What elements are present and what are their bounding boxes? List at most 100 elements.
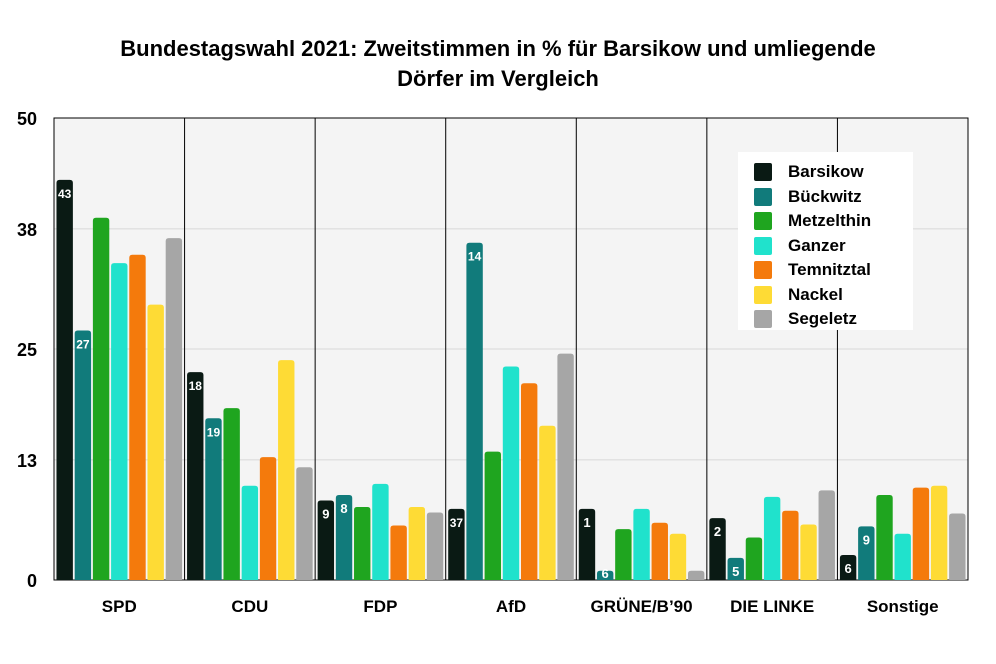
x-category-label-6: Sonstige	[867, 597, 939, 616]
bar-0-5	[709, 518, 726, 580]
x-category-label-3: AfD	[496, 597, 526, 616]
bar-6-6	[949, 513, 966, 580]
x-category-label-2: FDP	[363, 597, 397, 616]
bar-0-2	[317, 500, 335, 580]
bar-1-2	[335, 494, 353, 580]
x-category-label-5: DIE LINKE	[730, 597, 814, 616]
legend-item-5: Nackel	[754, 283, 913, 308]
legend-swatch-4	[754, 261, 772, 280]
bar-3-1	[241, 485, 259, 580]
data-label-0-4: 1	[583, 515, 590, 530]
bar-4-6	[912, 487, 930, 580]
bar-2-0	[92, 217, 110, 581]
legend-swatch-5	[754, 285, 772, 304]
bar-0-6	[839, 555, 857, 580]
bar-1-4	[596, 570, 614, 580]
bar-6-4	[687, 570, 705, 580]
y-tick-label-3: 38	[17, 220, 37, 240]
x-category-label-0: SPD	[102, 597, 137, 616]
bar-1-1	[205, 418, 222, 580]
legend-label-0: Barsikow	[788, 162, 864, 182]
bar-5-5	[800, 524, 817, 580]
data-label-1-0: 27	[76, 338, 90, 352]
legend: Barsikow Bückwitz Metzelthin Ganzer Temnitzt…	[738, 152, 913, 330]
data-label-1-3: 14	[468, 250, 482, 264]
bar-2-6	[876, 494, 893, 580]
data-label-1-6: 9	[863, 532, 870, 547]
data-label-1-5: 5	[732, 564, 739, 579]
bar-2-3	[484, 451, 501, 580]
legend-item-3: Ganzer	[754, 234, 913, 259]
legend-label-1: Bückwitz	[788, 186, 862, 206]
bar-1-5	[727, 557, 744, 580]
bar-2-5	[745, 537, 763, 580]
legend-item-2: Metzelthin	[754, 209, 913, 234]
data-label-1-2: 8	[340, 501, 347, 516]
chart-title-line-1: Bundestagswahl 2021: Zweitstimmen in % f…	[120, 36, 876, 61]
bar-4-3	[521, 383, 538, 580]
data-label-0-0: 43	[58, 187, 72, 201]
bar-5-0	[147, 304, 164, 580]
data-label-0-1: 18	[189, 379, 203, 393]
bar-4-5	[782, 510, 799, 580]
legend-swatch-3	[754, 236, 772, 255]
bar-2-1	[223, 408, 240, 580]
data-label-0-5: 2	[714, 524, 721, 539]
bar-5-1	[278, 360, 295, 580]
legend-item-6: Segeletz	[754, 307, 913, 332]
bar-1-0	[74, 330, 92, 580]
legend-swatch-6	[754, 310, 772, 329]
chart-title-line-2: Dörfer im Vergleich	[397, 66, 599, 91]
bar-6-1	[296, 467, 313, 580]
x-category-label-4: GRÜNE/B’90	[591, 597, 693, 616]
bar-1-3	[466, 242, 483, 581]
legend-label-6: Segeletz	[788, 309, 857, 329]
bar-5-6	[930, 485, 948, 580]
bar-3-0	[111, 263, 128, 580]
bar-3-5	[763, 496, 781, 580]
y-tick-label-0: 0	[27, 571, 37, 591]
legend-label-2: Metzelthin	[788, 211, 872, 231]
bar-4-2	[390, 525, 407, 580]
y-tick-label-1: 13	[17, 451, 37, 471]
bar-6-2	[426, 512, 444, 580]
bar-2-4	[615, 529, 632, 580]
y-tick-label-4: 50	[17, 109, 37, 129]
legend-label-5: Nackel	[788, 284, 843, 304]
bar-5-3	[539, 425, 556, 580]
legend-swatch-2	[754, 212, 772, 231]
y-tick-label-2: 25	[17, 340, 37, 360]
bar-3-2	[372, 483, 389, 580]
bar-3-6	[894, 533, 911, 580]
legend-item-4: Temnitztal	[754, 258, 913, 283]
bar-4-4	[651, 522, 668, 580]
bar-0-1	[187, 372, 204, 580]
bar-1-6	[858, 526, 875, 580]
bar-3-3	[502, 366, 520, 580]
data-label-0-2: 9	[322, 507, 329, 522]
legend-swatch-0	[754, 163, 772, 182]
bar-2-2	[354, 507, 371, 580]
data-label-0-6: 6	[844, 561, 851, 576]
bar-4-0	[129, 254, 146, 580]
chart-title: Bundestagswahl 2021: Zweitstimmen in % f…	[0, 34, 996, 94]
legend-swatch-1	[754, 187, 772, 206]
bar-5-2	[408, 507, 426, 580]
data-label-0-3: 37	[450, 516, 464, 530]
legend-label-4: Temnitztal	[788, 260, 871, 280]
bar-4-1	[259, 457, 277, 580]
legend-label-3: Ganzer	[788, 235, 846, 255]
legend-item-0: Barsikow	[754, 160, 913, 185]
bar-6-5	[818, 490, 835, 580]
legend-item-1: Bückwitz	[754, 185, 913, 210]
bar-0-0	[56, 179, 73, 580]
data-label-1-1: 19	[207, 425, 221, 439]
bar-0-4	[578, 508, 596, 580]
bar-3-4	[633, 508, 650, 580]
bar-5-4	[669, 533, 687, 580]
bar-6-0	[165, 238, 183, 580]
bar-0-3	[448, 508, 465, 580]
data-label-1-4: 6	[602, 566, 609, 581]
x-category-label-1: CDU	[231, 597, 268, 616]
